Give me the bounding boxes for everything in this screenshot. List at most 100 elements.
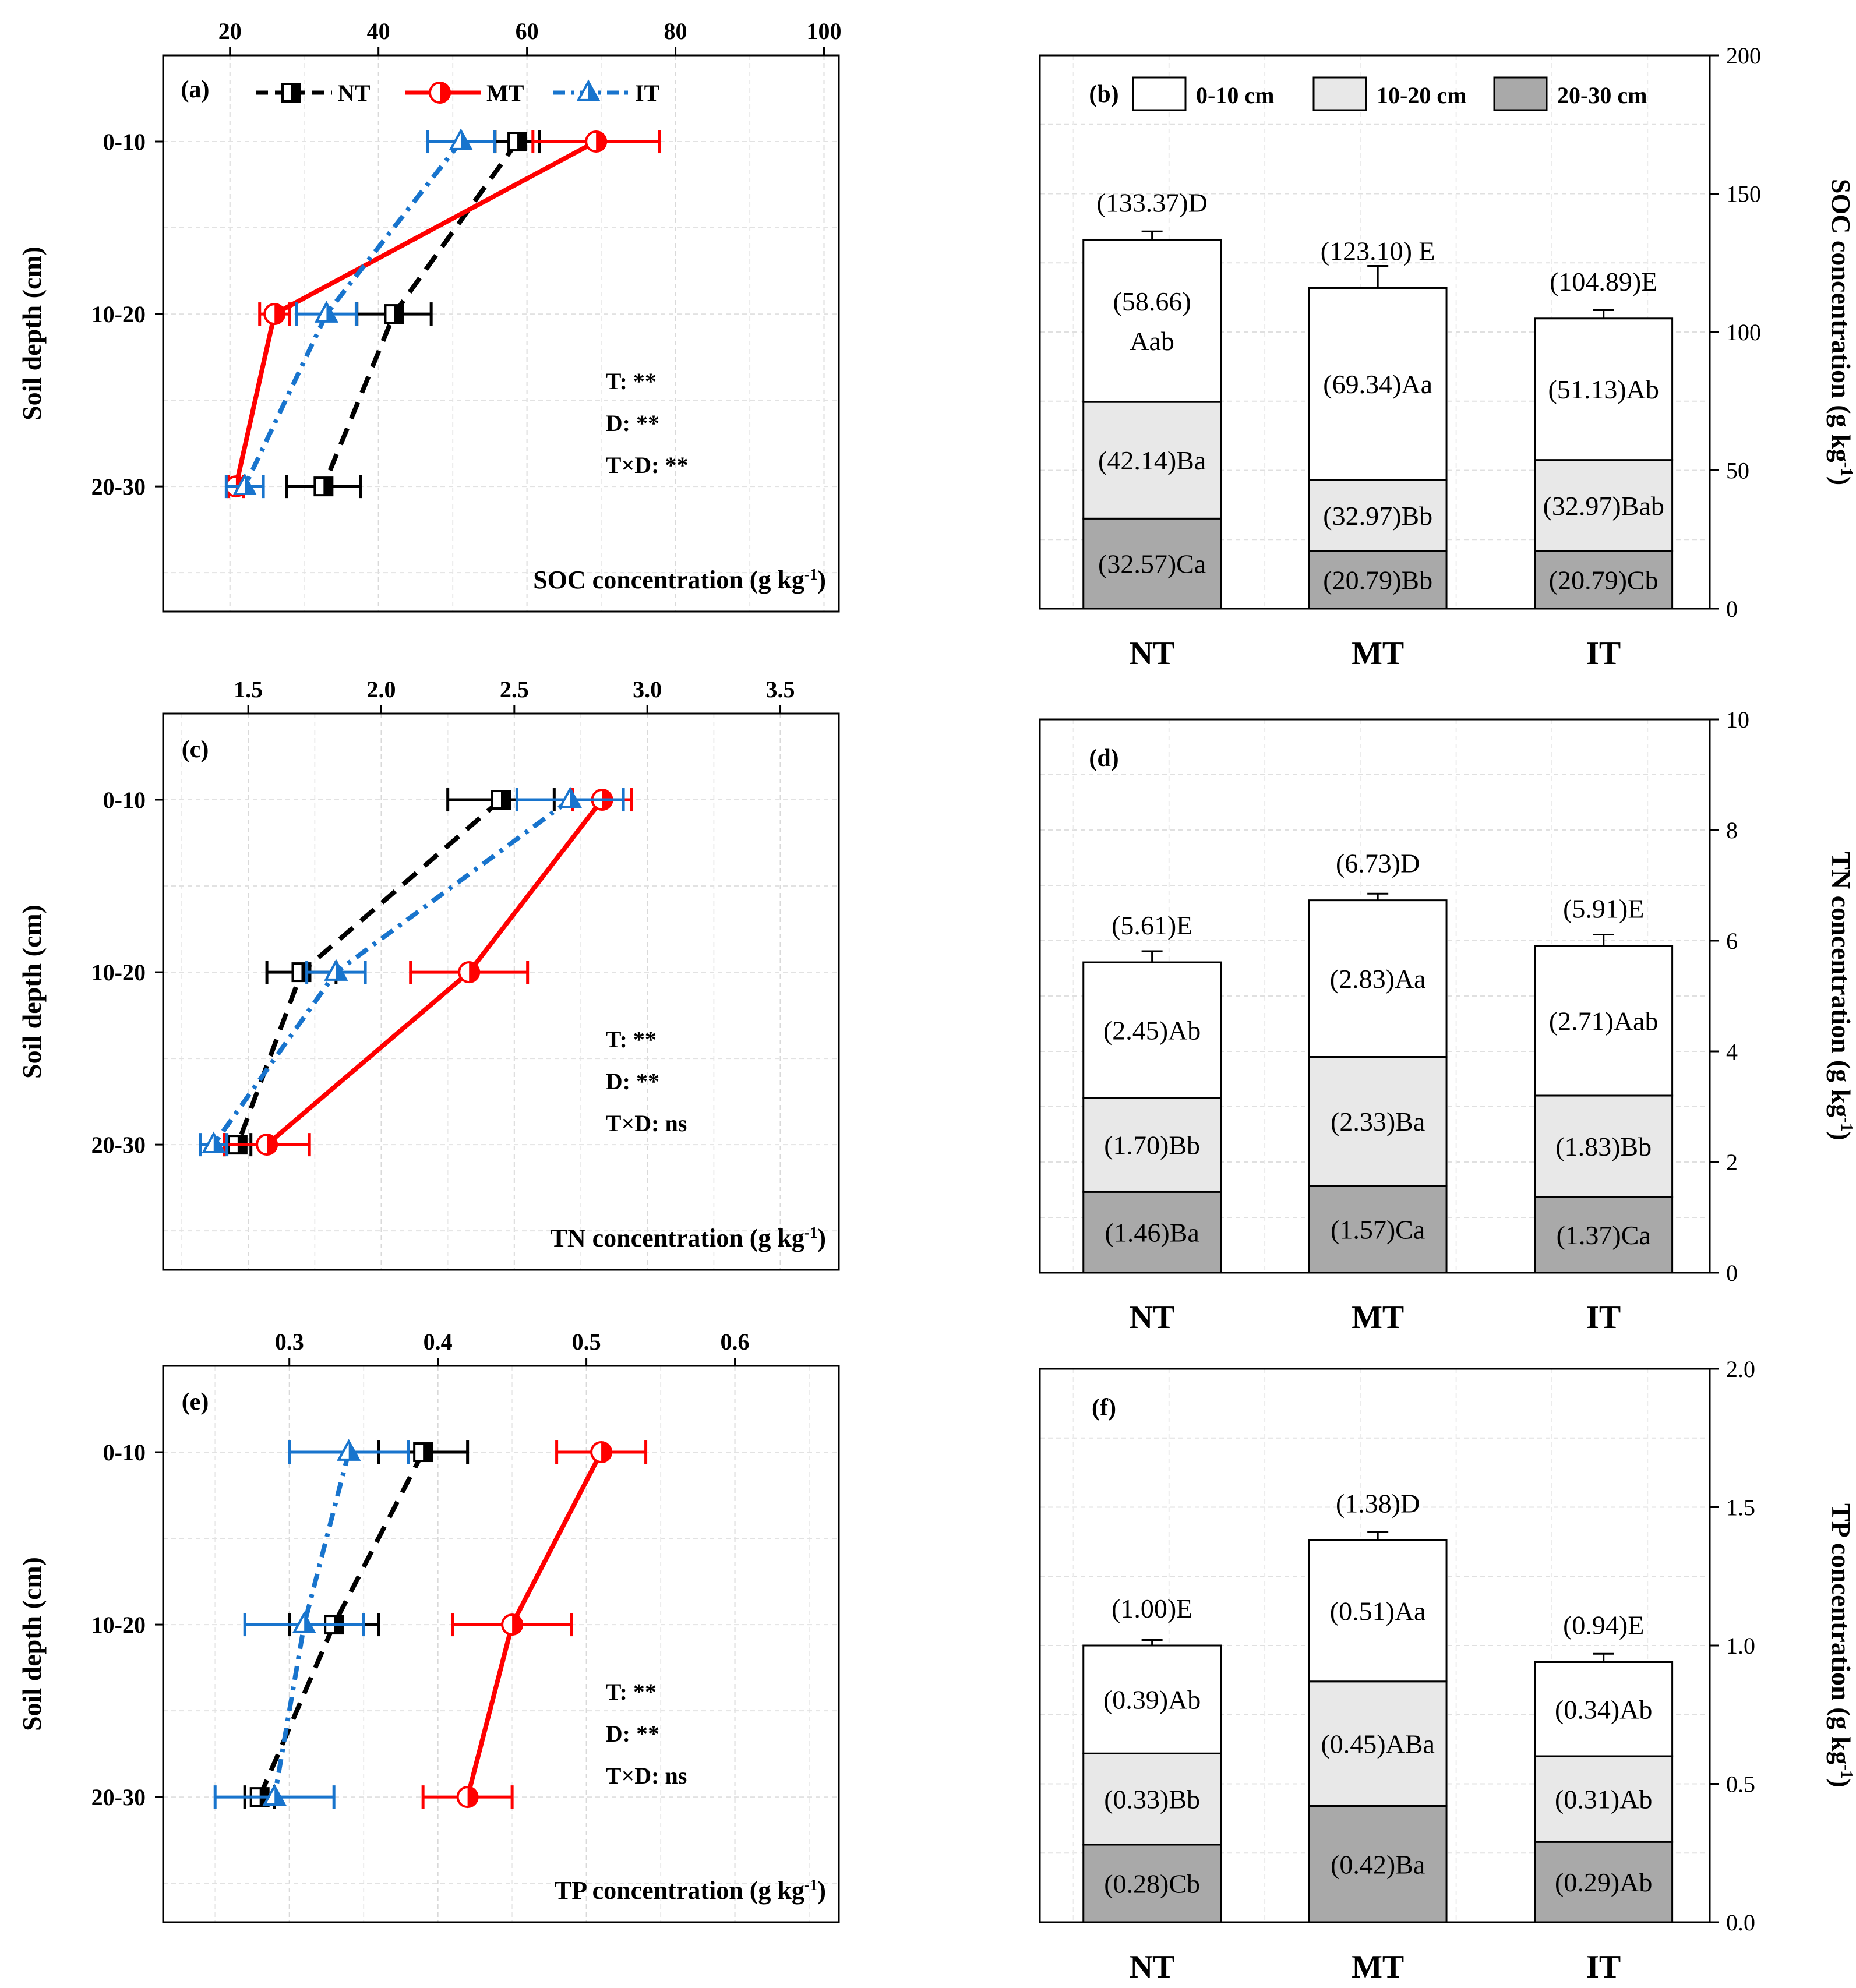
- stat-label: T×D: ns: [606, 1763, 687, 1789]
- bar-segment: [1308, 1680, 1448, 1807]
- stat-label: T: **: [606, 368, 657, 394]
- y-tick-label: 1.0: [1726, 1633, 1755, 1659]
- y-tick-label: 0: [1726, 1260, 1738, 1286]
- bar-segment: [1534, 1661, 1674, 1757]
- marker-mt-fill: [267, 1135, 277, 1155]
- marker-it-fill: [570, 789, 580, 807]
- bar-segment: [1082, 1097, 1222, 1193]
- bar-value-label: (0.42)Ba: [1331, 1849, 1425, 1879]
- bar-segment: [1082, 1844, 1222, 1923]
- bar-stack-it: (1.37)Ca (1.83)Bb (2.71)Aab (5.91)E: [1534, 894, 1674, 1274]
- bar-segment: [1308, 479, 1448, 552]
- marker-mt-fill: [440, 83, 450, 103]
- x-category-label: NT: [1130, 1300, 1175, 1336]
- bar-segment: [1534, 550, 1674, 610]
- y-tick-label: 0.5: [1726, 1771, 1755, 1798]
- stat-label: T: **: [606, 1679, 657, 1705]
- y-axis-title: Soil depth (cm): [17, 905, 47, 1079]
- bar-stack-nt: (1.46)Ba (1.70)Bb (2.45)Ab (5.61)E: [1082, 910, 1222, 1274]
- series-it: [224, 128, 496, 499]
- marker-it-fill: [304, 1613, 315, 1632]
- y-tick-label: 0-10: [103, 1439, 146, 1466]
- series-it: [213, 1439, 410, 1809]
- marker-it-fill: [348, 1441, 359, 1460]
- x-axis-title: SOC concentration (g kg-1): [533, 566, 826, 594]
- x-axis-title: TP concentration (g kg-1): [555, 1876, 826, 1905]
- marker-it-fill: [245, 475, 255, 494]
- bar-value-label: (1.37)Ca: [1557, 1220, 1651, 1250]
- marker-mt-fill: [512, 1615, 523, 1635]
- bar-value-label: (1.46)Ba: [1105, 1218, 1199, 1248]
- legend-item: 20-30 cm: [1493, 76, 1647, 111]
- x-category-label: IT: [1586, 635, 1621, 672]
- x-tick-label: 2.0: [366, 676, 396, 702]
- bar-total-label: (6.73)D: [1336, 849, 1420, 878]
- marker-it-fill: [336, 961, 347, 980]
- y-tick-label: 2: [1726, 1149, 1738, 1175]
- legend-label: 20-30 cm: [1557, 82, 1647, 108]
- line-chart-soc: 20 40 60 80 100 0-10 10-20 20-30 Soil depth (cm)…: [17, 18, 842, 613]
- y-tick-label: 20-30: [91, 1784, 146, 1810]
- y-tick-label: 2.0: [1726, 1356, 1755, 1382]
- x-tick-label: 0.5: [572, 1329, 601, 1355]
- panel-label: (c): [182, 736, 209, 763]
- bar-segment: [1082, 401, 1222, 520]
- stat-label: D: **: [606, 410, 659, 436]
- plot-frame: [162, 54, 840, 613]
- bar-value-label: (2.45)Ab: [1103, 1015, 1201, 1045]
- y-tick-label: 100: [1726, 319, 1761, 345]
- line-chart-tp: 0.3 0.4 0.5 0.6 0-10 10-20 20-30 Soil depth (cm…: [17, 1329, 840, 1923]
- bar-value-label: (32.57)Ca: [1098, 549, 1206, 579]
- marker-mt-fill: [469, 962, 479, 983]
- y-axis-title: Soil depth (cm): [17, 1557, 47, 1731]
- bar-value-label: (69.34)Aa: [1323, 369, 1432, 399]
- bar-segment: [1534, 459, 1674, 552]
- legend-label: MT: [486, 80, 524, 106]
- panel-label: (e): [182, 1389, 209, 1415]
- bar-value-label: (32.97)Bb: [1323, 501, 1432, 531]
- y-tick-label: 10-20: [91, 301, 146, 327]
- bar-value-label: Aab: [1130, 326, 1174, 356]
- bar-value-label: (20.79)Cb: [1549, 566, 1659, 595]
- bar-segment: [1082, 517, 1222, 610]
- bar-segment: [1534, 1755, 1674, 1843]
- bar-value-label: (20.79)Bb: [1323, 566, 1432, 595]
- series-line: [242, 140, 463, 488]
- bar-value-label: (2.33)Ba: [1331, 1107, 1425, 1136]
- marker-it-fill: [326, 303, 337, 322]
- bar-value-label: (0.29)Ab: [1555, 1867, 1652, 1897]
- bar-total-label: (133.37)D: [1096, 188, 1207, 217]
- bar-segment: [1308, 287, 1448, 481]
- marker-it-fill: [213, 1134, 224, 1152]
- bar-value-label: (0.51)Aa: [1330, 1597, 1426, 1626]
- y-tick-label: 150: [1726, 181, 1761, 207]
- series-mt: [223, 788, 633, 1157]
- x-tick-label: 0.6: [721, 1329, 750, 1355]
- panel-label: (f): [1092, 1394, 1116, 1421]
- bar-stack-nt: (0.28)Cb (0.33)Bb (0.39)Ab (1.00)E: [1082, 1594, 1222, 1923]
- x-tick-label: 3.5: [766, 676, 795, 702]
- series-mt: [421, 1440, 648, 1809]
- legend-item-mt: MT: [405, 80, 524, 106]
- x-tick-label: 40: [367, 18, 390, 44]
- series-it: [199, 786, 625, 1157]
- bar-stack-mt: (1.57)Ca (2.33)Ba (2.83)Aa (6.73)D: [1308, 849, 1448, 1274]
- bar-total-label: (5.91)E: [1563, 894, 1644, 924]
- bar-value-label: (0.45)ABa: [1321, 1729, 1434, 1759]
- bar-segment: [1082, 238, 1222, 403]
- x-tick-label: 60: [516, 18, 539, 44]
- bar-value-label: (51.13)Ab: [1548, 375, 1659, 404]
- legend-item: 10-20 cm: [1312, 76, 1466, 111]
- y-tick-label: 1.5: [1726, 1495, 1755, 1521]
- bar-total-label: (123.10) E: [1321, 236, 1435, 266]
- marker-mt-fill: [467, 1787, 478, 1807]
- bar-stack-it: (20.79)Cb (32.97)Bab (51.13)Ab (104.89)E: [1534, 267, 1674, 610]
- bar-value-label: (0.31)Ab: [1555, 1785, 1652, 1814]
- bar-segment: [1308, 1805, 1448, 1923]
- x-category-label: NT: [1130, 1949, 1175, 1985]
- legend-label: 0-10 cm: [1196, 82, 1274, 108]
- panel-label: (b): [1089, 81, 1118, 108]
- marker-nt-fill: [291, 84, 300, 101]
- bar-segment: [1082, 961, 1222, 1099]
